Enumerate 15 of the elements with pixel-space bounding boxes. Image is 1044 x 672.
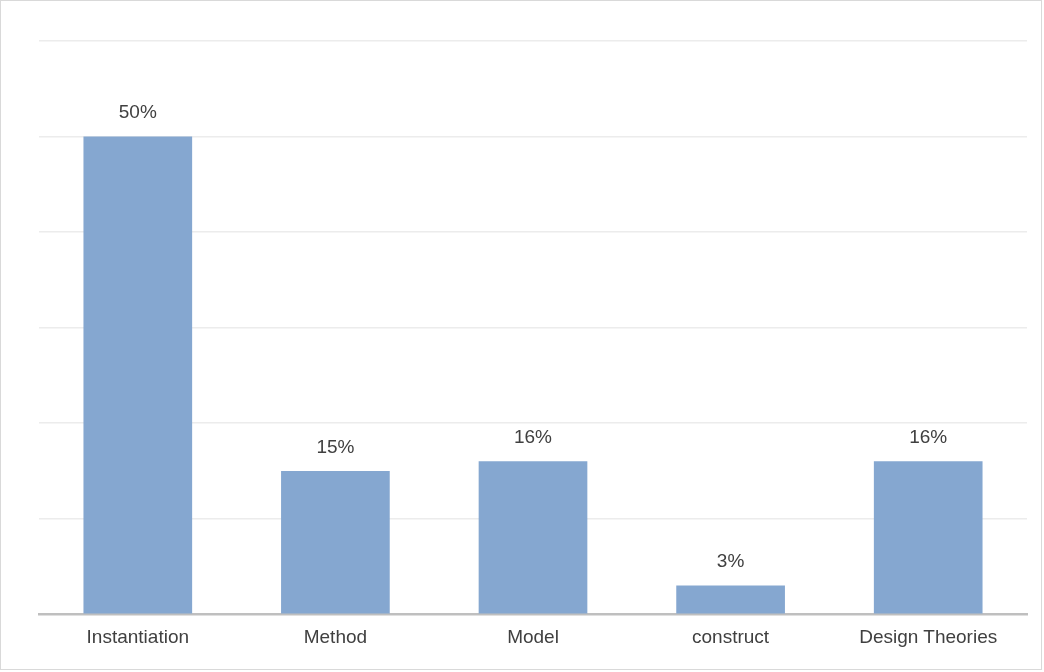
x-tick-label: Method <box>303 625 368 647</box>
bar <box>83 136 193 614</box>
data-label: 16% <box>909 426 948 448</box>
x-tick-label: construct <box>692 625 770 647</box>
data-label: 15% <box>316 435 355 457</box>
x-tick-label: Model <box>507 625 559 647</box>
data-label: 50% <box>118 101 157 123</box>
data-label: 3% <box>716 550 745 572</box>
x-tick-label: Instantiation <box>86 625 190 647</box>
bar <box>281 470 390 614</box>
data-label: 16% <box>513 426 553 448</box>
x-tick-label: Design Theories <box>859 625 998 647</box>
bar <box>676 585 785 614</box>
bar <box>873 461 983 614</box>
bar <box>478 461 588 614</box>
